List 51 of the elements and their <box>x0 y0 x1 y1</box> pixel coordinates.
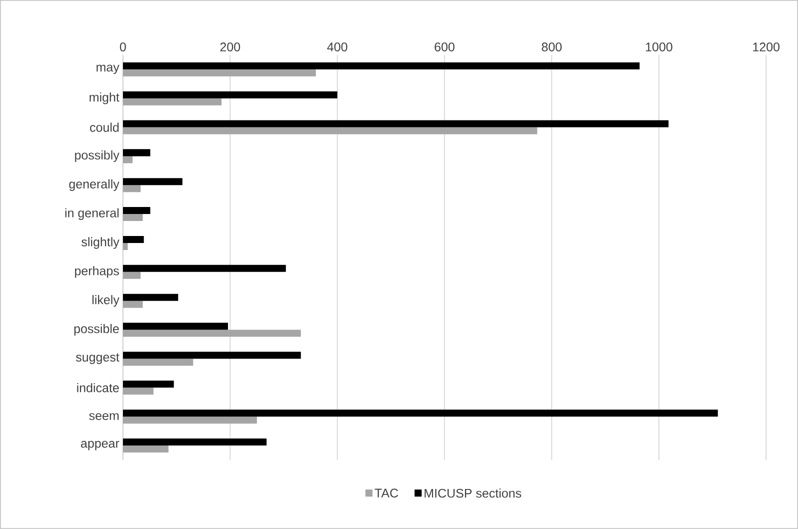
y-tick-label: slightly <box>82 237 120 249</box>
bar <box>122 416 257 424</box>
y-tick-label: suggest <box>76 353 120 364</box>
y-tick-label: appear <box>81 440 120 450</box>
y-tick-label: likely <box>92 295 120 307</box>
x-tick-label: 0 <box>120 42 126 52</box>
bar <box>122 214 143 222</box>
y-tick-label: possible <box>74 324 119 336</box>
x-tick-label: 200 <box>220 42 240 52</box>
bar <box>122 207 150 214</box>
y-tick-label: generally <box>69 179 120 191</box>
bar <box>122 91 338 98</box>
bar <box>122 178 182 186</box>
bar <box>122 380 174 388</box>
bar <box>122 300 143 308</box>
bar <box>122 120 669 128</box>
y-tick-label: may <box>96 64 120 74</box>
bar <box>122 272 141 279</box>
x-tick-label: 400 <box>327 42 348 52</box>
bar <box>122 236 144 244</box>
legend-label: MICUSP sections <box>424 488 522 498</box>
y-tick-label: might <box>90 92 120 104</box>
y-tick-label: in general <box>65 208 119 220</box>
bar <box>122 410 718 417</box>
bar <box>122 264 286 272</box>
y-tick-label: could <box>90 122 119 132</box>
legend-label: TAC <box>374 488 398 498</box>
y-tick-label: perhaps <box>75 266 119 278</box>
bar <box>122 330 301 337</box>
bar <box>122 438 267 446</box>
bar <box>122 127 538 134</box>
bar <box>122 149 150 156</box>
bar <box>122 69 316 76</box>
y-tick-label: possibly <box>75 150 120 162</box>
bar <box>122 446 168 453</box>
bar <box>122 358 194 366</box>
bar <box>122 322 228 330</box>
y-tick-label: indicate <box>77 383 119 392</box>
bar <box>122 156 133 164</box>
bar <box>122 185 141 192</box>
bar <box>122 243 128 250</box>
y-tick-label: seem <box>89 413 119 420</box>
bar <box>122 294 178 301</box>
x-tick-label: 1000 <box>646 42 672 52</box>
x-tick-label: 600 <box>434 42 454 52</box>
bar <box>122 62 640 70</box>
bar <box>122 352 301 359</box>
bar <box>122 388 154 395</box>
x-tick-label: 1200 <box>753 42 780 52</box>
bar <box>122 98 222 106</box>
x-tick-label: 800 <box>542 42 562 52</box>
